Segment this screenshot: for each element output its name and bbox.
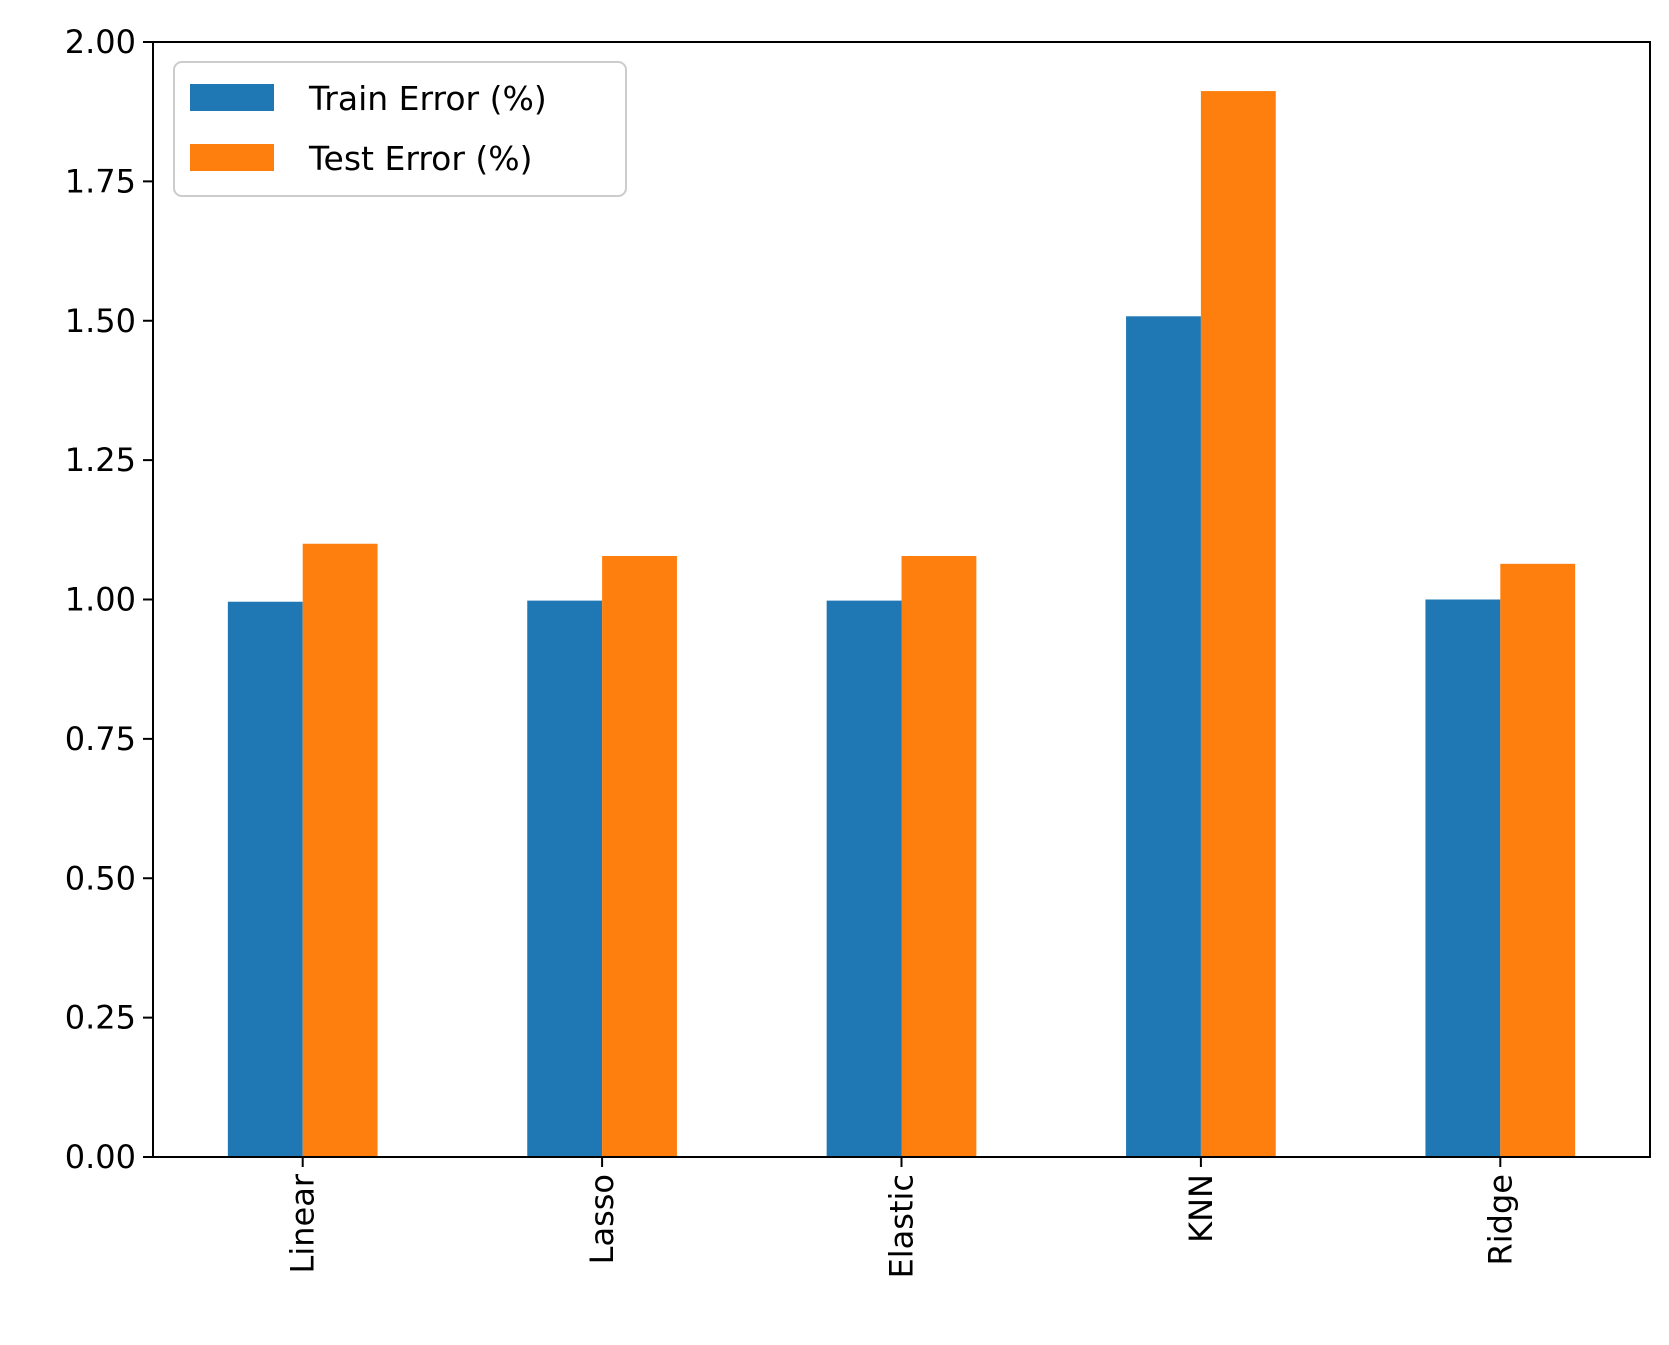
x-tick-label-lasso: Lasso (583, 1174, 621, 1264)
legend-box (173, 61, 627, 197)
bar-test-lasso (602, 556, 677, 1157)
y-tick-label: 0.25 (65, 999, 136, 1037)
bar-test-ridge (1500, 563, 1576, 1157)
x-tick-label-linear: Linear (284, 1173, 322, 1273)
bar-train-lasso (527, 600, 603, 1157)
legend: Train Error (%) Test Error (%) (173, 61, 627, 197)
y-axis: 0.00 0.25 0.50 0.75 1.00 1.25 1.50 1.75 2.00 (65, 23, 153, 1176)
y-tick-label: 1.75 (65, 162, 136, 200)
bars-layer (227, 91, 1576, 1157)
legend-swatch-test (190, 144, 274, 171)
y-tick-label: 0.00 (65, 1138, 136, 1176)
plot-frame (152, 41, 1651, 1158)
bar-train-knn (1126, 316, 1201, 1157)
y-tick-label: 1.50 (65, 302, 136, 340)
bar-test-elastic (901, 556, 977, 1157)
legend-label-train: Train Error (%) (308, 79, 547, 118)
legend-swatch-train (190, 84, 274, 111)
bar-train-ridge (1425, 599, 1501, 1157)
x-tick-label-elastic: Elastic (883, 1174, 921, 1278)
y-tick-label: 1.25 (65, 441, 136, 479)
y-tick-label: 0.75 (65, 720, 136, 758)
bar-train-linear (227, 601, 303, 1157)
legend-label-test: Test Error (%) (308, 139, 533, 178)
x-axis: Linear Lasso Elastic KNN Ridge (284, 1157, 1519, 1278)
y-tick-label: 2.00 (65, 23, 136, 61)
y-tick-label: 1.00 (65, 581, 136, 619)
y-tick-label: 0.50 (65, 859, 136, 897)
bar-test-knn (1200, 91, 1276, 1157)
x-tick-label-ridge: Ridge (1481, 1174, 1519, 1265)
x-tick-label-knn: KNN (1182, 1174, 1220, 1243)
bar-test-linear (302, 543, 378, 1157)
bar-train-elastic (826, 600, 902, 1157)
